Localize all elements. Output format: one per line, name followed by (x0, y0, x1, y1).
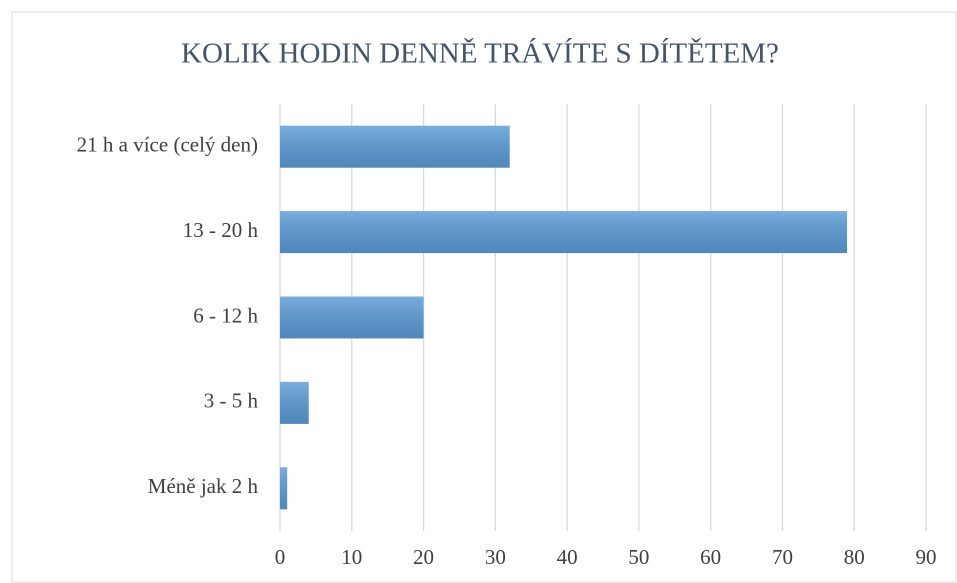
bar-shade (280, 467, 288, 510)
x-tick-label: 50 (628, 545, 649, 569)
chart-frame (11, 11, 957, 583)
y-tick-label: 13 - 20 h (183, 218, 259, 242)
x-tick-label: 80 (844, 545, 865, 569)
x-tick-label: 10 (341, 545, 362, 569)
y-tick-label: 21 h a více (celý den) (77, 133, 258, 157)
y-tick-label: Méně jak 2 h (148, 474, 259, 498)
x-tick-label: 60 (700, 545, 721, 569)
x-tick-label: 90 (916, 545, 937, 569)
bar-shade (280, 211, 848, 254)
y-tick-label: 3 - 5 h (204, 389, 259, 413)
bar-shade (280, 381, 309, 424)
y-tick-label: 6 - 12 h (193, 303, 258, 327)
x-tick-label: 40 (557, 545, 578, 569)
x-tick-label: 70 (772, 545, 793, 569)
x-tick-label: 0 (275, 545, 286, 569)
chart-title: KOLIK HODIN DENNĚ TRÁVÍTE S DÍTĚTEM? (181, 37, 779, 70)
bar-shade (280, 296, 424, 339)
bar-shade (280, 125, 510, 168)
x-tick-label: 30 (485, 545, 506, 569)
x-tick-label: 20 (413, 545, 434, 569)
